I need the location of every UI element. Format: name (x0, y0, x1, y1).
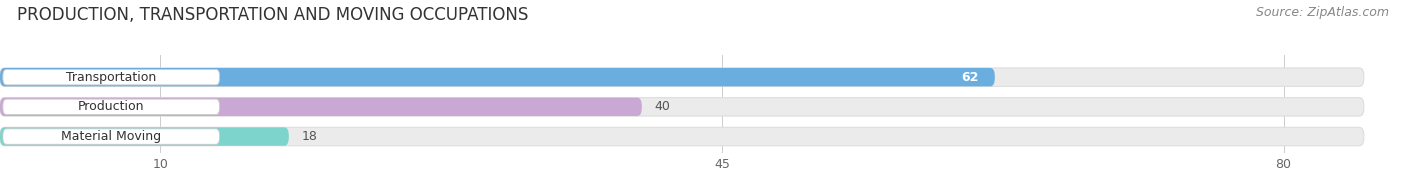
FancyBboxPatch shape (3, 69, 219, 85)
FancyBboxPatch shape (0, 127, 288, 146)
Text: 18: 18 (302, 130, 318, 143)
Text: 62: 62 (962, 71, 979, 84)
FancyBboxPatch shape (3, 99, 219, 115)
Text: 40: 40 (655, 100, 671, 113)
Text: Transportation: Transportation (66, 71, 156, 84)
FancyBboxPatch shape (0, 68, 995, 86)
FancyBboxPatch shape (0, 98, 1364, 116)
Text: PRODUCTION, TRANSPORTATION AND MOVING OCCUPATIONS: PRODUCTION, TRANSPORTATION AND MOVING OC… (17, 6, 529, 24)
FancyBboxPatch shape (3, 129, 219, 144)
FancyBboxPatch shape (0, 127, 1364, 146)
Text: Material Moving: Material Moving (60, 130, 162, 143)
FancyBboxPatch shape (0, 68, 1364, 86)
Text: Source: ZipAtlas.com: Source: ZipAtlas.com (1256, 6, 1389, 19)
Text: Production: Production (77, 100, 145, 113)
FancyBboxPatch shape (0, 98, 641, 116)
